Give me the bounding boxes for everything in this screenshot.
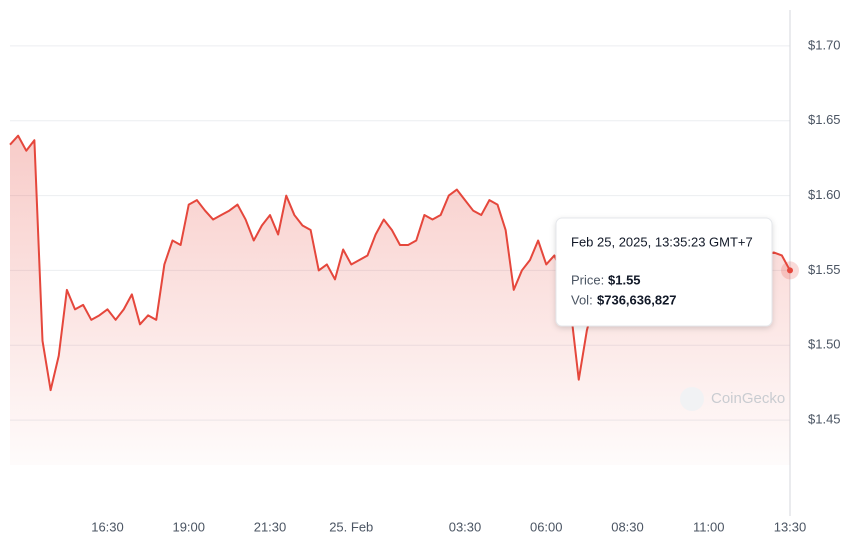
area (10, 135, 790, 466)
watermark-logo (680, 387, 704, 411)
watermark: CoinGecko (711, 390, 785, 407)
y-tick-label: $1.70 (808, 37, 841, 52)
y-tick-label: $1.55 (808, 262, 841, 277)
hover-point (787, 267, 793, 274)
tooltip-vol: $736,636,827 (597, 292, 677, 307)
tooltip-price: $1.55 (608, 272, 641, 287)
y-tick-label: $1.45 (808, 412, 841, 427)
x-tick-label: 16:30 (91, 519, 124, 534)
x-tick-label: 06:00 (530, 519, 563, 534)
x-tick-label: 11:00 (693, 519, 725, 534)
tooltip-date: Feb 25, 2025, 13:35:23 GMT+7 (571, 234, 753, 249)
x-tick-label: 21:30 (254, 519, 287, 534)
y-tick-label: $1.65 (808, 112, 841, 127)
y-tick-label: $1.50 (808, 337, 841, 352)
x-tick-label: 08:30 (611, 519, 644, 534)
tooltip-box (555, 217, 773, 327)
tooltip-vol-label: Vol: (571, 292, 593, 307)
x-tick-label: 03:30 (449, 519, 482, 534)
y-tick-label: $1.60 (808, 187, 841, 202)
x-tick-label: 13:30 (774, 519, 807, 534)
x-tick-label: 25. Feb (329, 519, 373, 534)
tooltip-price-label: Price: (571, 272, 604, 287)
tooltip: Feb 25, 2025, 13:35:23 GMT+7 Price: $1.5… (555, 217, 773, 327)
x-tick-label: 19:00 (172, 519, 205, 534)
